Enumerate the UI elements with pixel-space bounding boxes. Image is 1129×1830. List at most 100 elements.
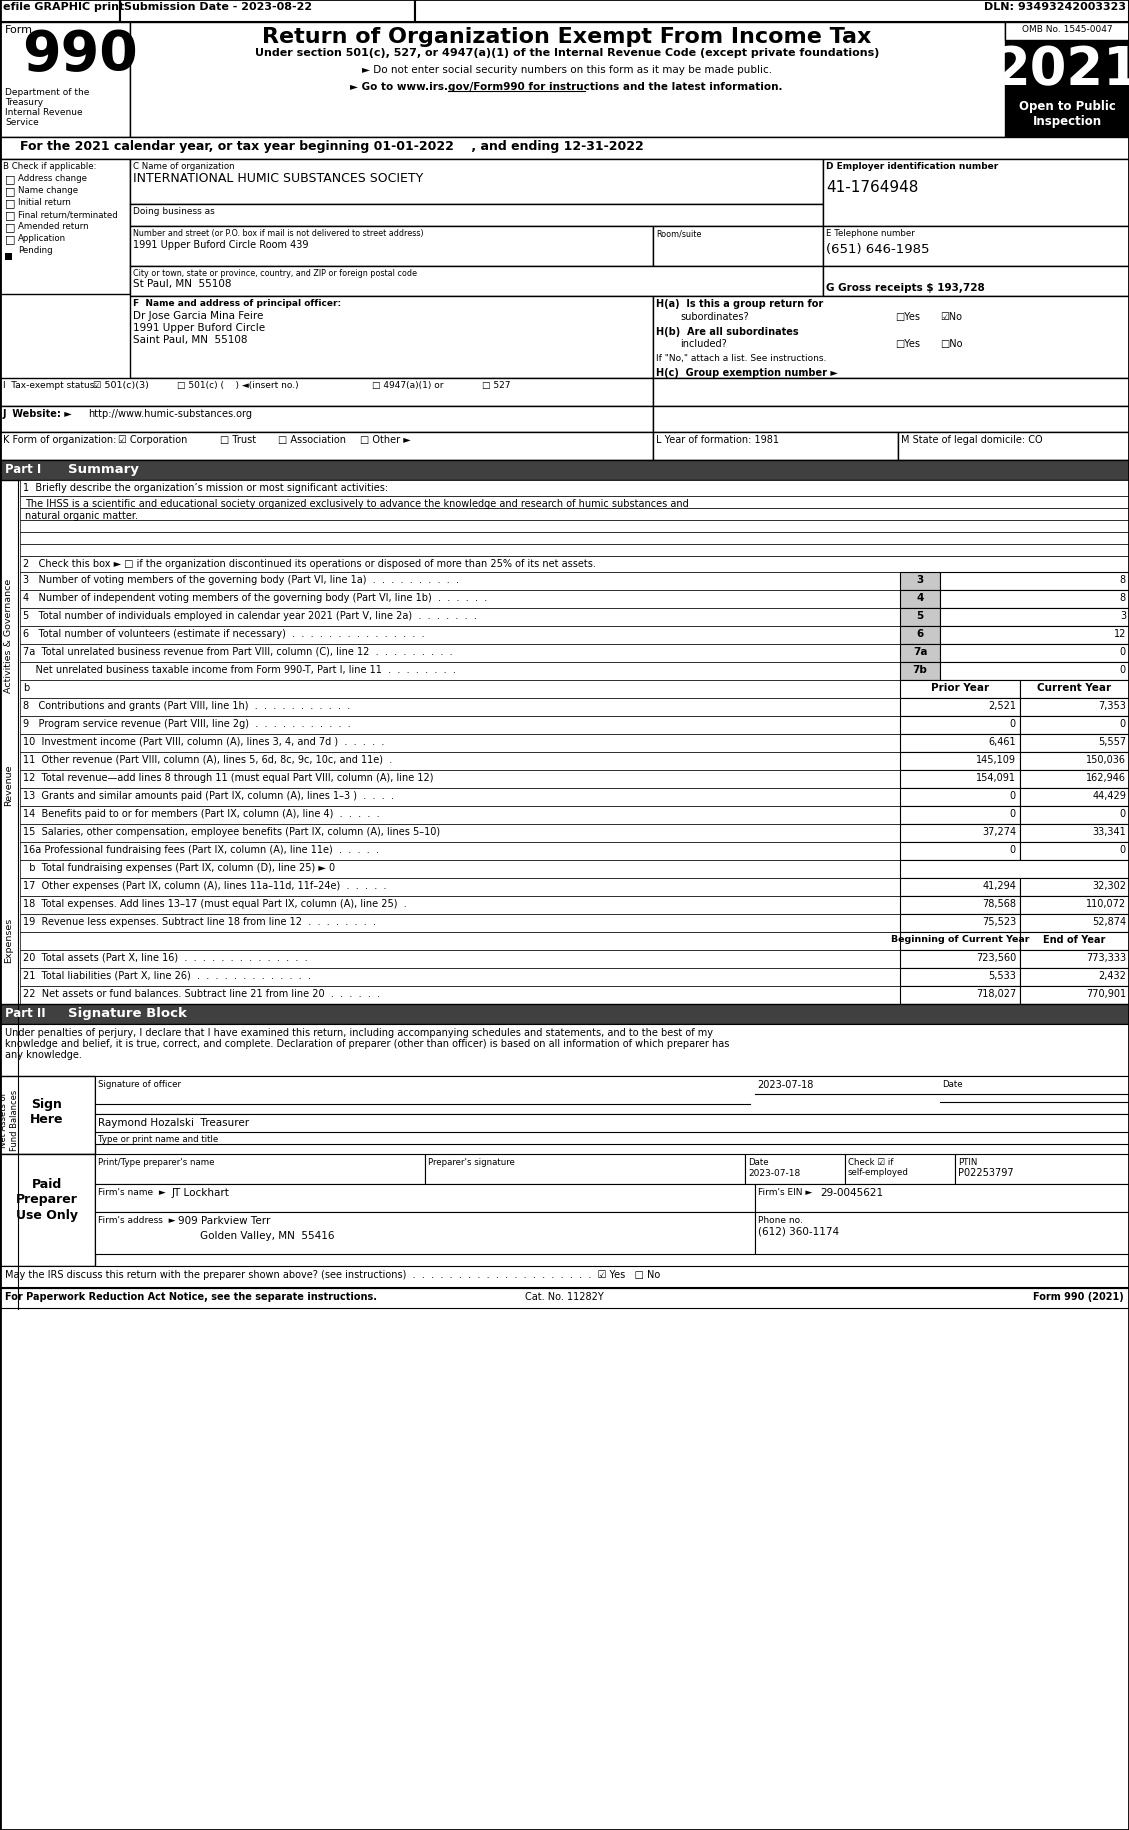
Bar [1019,789,1129,807]
Bar [1019,681,1129,699]
Text: 52,874: 52,874 [1092,917,1126,926]
Text: Check ☑ if: Check ☑ if [848,1157,893,1166]
Text: Room/suite: Room/suite [656,229,701,238]
Bar [20,681,900,699]
Text: Open to Public
Inspection: Open to Public Inspection [1018,101,1115,128]
Bar [20,825,900,842]
Text: Paid
Preparer
Use Only: Paid Preparer Use Only [16,1179,78,1221]
Text: 3: 3 [1120,611,1126,620]
Text: Activities & Governance: Activities & Governance [5,578,14,694]
Bar [0,1155,95,1266]
Bar [130,227,653,267]
Bar [940,609,1129,626]
Bar [900,752,1019,770]
Text: 19  Revenue less expenses. Subtract line 18 from line 12  .  .  .  .  .  .  .  .: 19 Revenue less expenses. Subtract line … [23,917,376,926]
Text: ► Do not enter social security numbers on this form as it may be made public.: ► Do not enter social security numbers o… [362,64,772,75]
Text: Doing business as: Doing business as [133,207,215,216]
Bar [1005,24,1129,40]
Bar [0,1005,1129,1025]
Bar [900,644,940,662]
Text: □ 4947(a)(1) or: □ 4947(a)(1) or [371,381,444,390]
Text: I  Tax-exempt status:: I Tax-exempt status: [3,381,97,390]
Text: Golden Valley, MN  55416: Golden Valley, MN 55416 [200,1230,334,1241]
Bar [130,205,823,227]
Text: 78,568: 78,568 [982,899,1016,908]
Text: 37,274: 37,274 [982,827,1016,836]
Text: INTERNATIONAL HUMIC SUBSTANCES SOCIETY: INTERNATIONAL HUMIC SUBSTANCES SOCIETY [133,172,423,185]
Bar [0,1288,1129,1308]
Text: Firm's address  ►: Firm's address ► [98,1215,175,1224]
Bar [20,734,900,752]
Bar [653,406,1129,432]
Text: DLN: 93493242003323: DLN: 93493242003323 [984,2,1126,13]
Bar [20,644,900,662]
Text: 32,302: 32,302 [1092,880,1126,891]
Text: 41-1764948: 41-1764948 [826,179,918,194]
Bar [900,717,1019,734]
Text: 17  Other expenses (Part IX, column (A), lines 11a–11d, 11f–24e)  .  .  .  .  .: 17 Other expenses (Part IX, column (A), … [23,880,386,891]
Text: H(c)  Group exemption number ►: H(c) Group exemption number ► [656,368,838,377]
Text: 41,294: 41,294 [982,880,1016,891]
Text: 7b: 7b [912,664,927,675]
Bar [20,522,1129,533]
Text: Preparer's signature: Preparer's signature [428,1157,515,1166]
Text: 9   Program service revenue (Part VIII, line 2g)  .  .  .  .  .  .  .  .  .  .  : 9 Program service revenue (Part VIII, li… [23,719,351,728]
Text: □No: □No [940,339,963,350]
Bar [900,825,1019,842]
Bar [20,986,900,1005]
Text: Name change: Name change [18,187,78,194]
Text: (612) 360-1174: (612) 360-1174 [758,1226,839,1237]
Text: 6,461: 6,461 [988,737,1016,747]
Text: Saint Paul, MN  55108: Saint Paul, MN 55108 [133,335,247,344]
Text: self-employed: self-employed [848,1168,909,1177]
Text: b: b [23,683,29,692]
Bar [20,496,1129,509]
Text: 1991 Upper Buford Circle: 1991 Upper Buford Circle [133,322,265,333]
Text: 0: 0 [1120,719,1126,728]
Bar [823,159,1129,227]
Text: Form 990 (2021): Form 990 (2021) [1033,1292,1124,1301]
Text: ► Go to www.irs.gov/Form990 for instructions and the latest information.: ► Go to www.irs.gov/Form990 for instruct… [350,82,782,92]
Bar [20,915,900,933]
Bar [900,915,1019,933]
Text: any knowledge.: any knowledge. [5,1049,82,1060]
Text: 6: 6 [917,630,924,639]
Bar [1019,897,1129,915]
Text: Date: Date [942,1080,963,1089]
Text: Under section 501(c), 527, or 4947(a)(1) of the Internal Revenue Code (except pr: Under section 501(c), 527, or 4947(a)(1)… [255,48,879,59]
Text: Net Assets or
Fund Balances: Net Assets or Fund Balances [0,1089,19,1149]
Text: □ Other ►: □ Other ► [360,436,411,445]
Bar [20,789,900,807]
Text: P02253797: P02253797 [959,1168,1014,1177]
Text: ☑ 501(c)(3): ☑ 501(c)(3) [93,381,149,390]
Text: 10  Investment income (Part VIII, column (A), lines 3, 4, and 7d )  .  .  .  .  : 10 Investment income (Part VIII, column … [23,737,384,747]
Text: 8: 8 [1120,575,1126,584]
Text: Signature of officer: Signature of officer [98,1080,181,1089]
Bar [1005,40,1129,99]
Bar [0,1076,95,1155]
Text: □ Association: □ Association [278,436,345,445]
Text: Prior Year: Prior Year [931,683,989,692]
Bar [900,662,940,681]
Bar [20,509,1129,522]
Text: 3   Number of voting members of the governing body (Part VI, line 1a)  .  .  .  : 3 Number of voting members of the govern… [23,575,460,584]
Bar [0,379,653,406]
Text: 0: 0 [1120,664,1126,675]
Bar [20,481,1129,496]
Text: □: □ [5,198,16,209]
Bar [20,878,900,897]
Bar [1019,842,1129,860]
Text: 3: 3 [917,575,924,584]
Bar [20,752,900,770]
Bar [1019,950,1129,968]
Text: 2021: 2021 [994,44,1129,95]
Text: 5,557: 5,557 [1097,737,1126,747]
Text: Type or print name and title: Type or print name and title [98,1135,218,1144]
Text: Amended return: Amended return [18,221,88,231]
Text: 18  Total expenses. Add lines 13–17 (must equal Part IX, column (A), line 25)  .: 18 Total expenses. Add lines 13–17 (must… [23,899,406,908]
Text: Application: Application [18,234,67,243]
Text: ☑ Corporation: ☑ Corporation [119,436,187,445]
Text: The IHSS is a scientific and educational society organized exclusively to advanc: The IHSS is a scientific and educational… [25,500,689,509]
Bar [130,296,653,379]
Text: Final return/terminated: Final return/terminated [18,210,117,220]
